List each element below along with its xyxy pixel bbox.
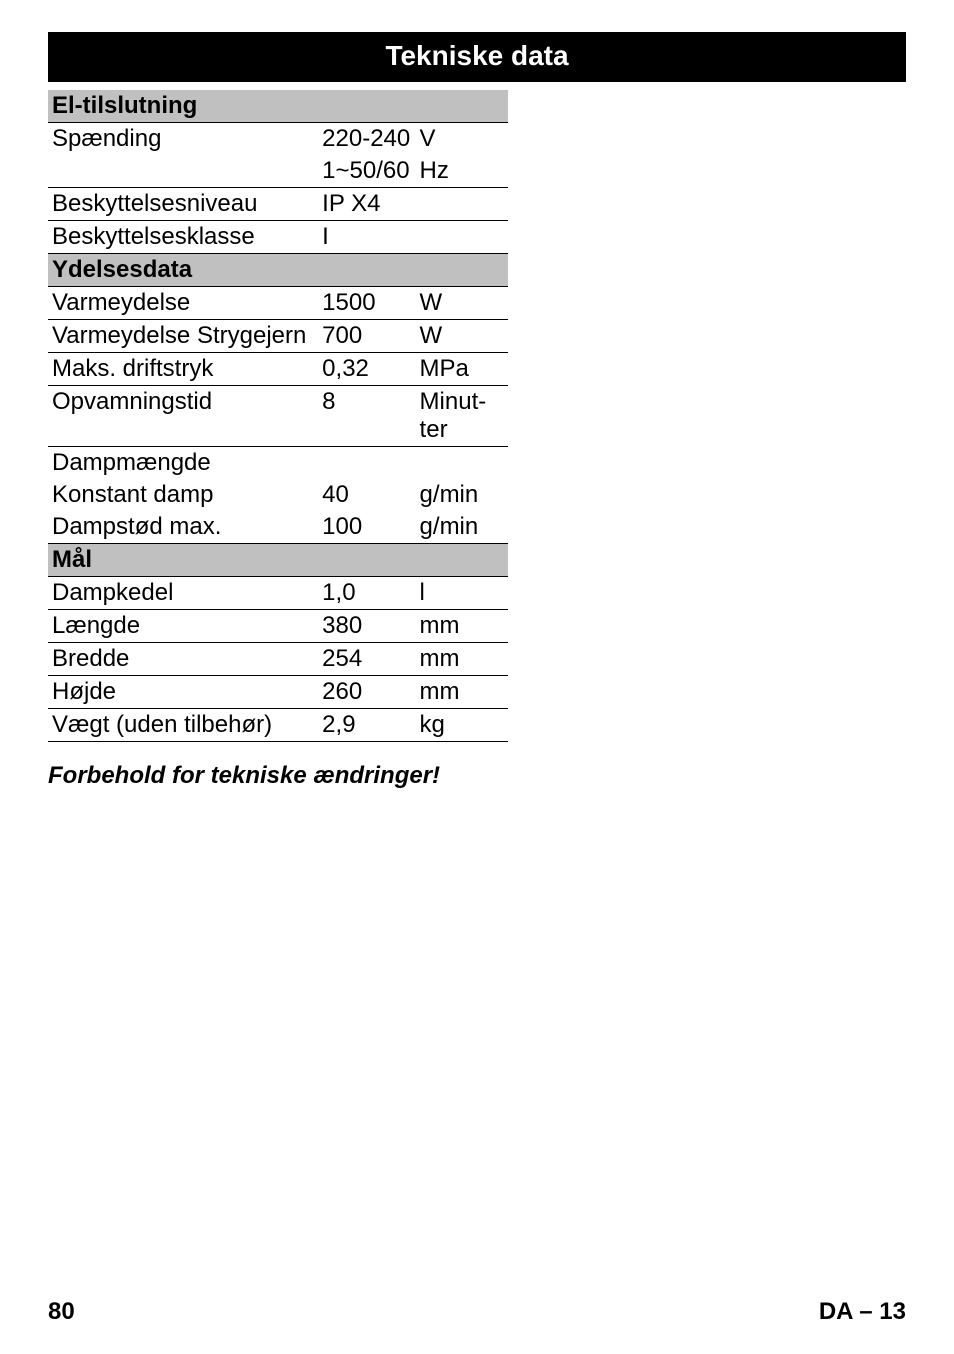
spec-value	[318, 447, 415, 480]
spec-label: Varmeydelse	[48, 287, 318, 320]
spec-value: 0,32	[318, 353, 415, 386]
spec-row: BeskyttelsesniveauIP X4	[48, 188, 508, 221]
spec-row: Længde380mm	[48, 610, 508, 643]
spec-label: Dampmængde	[48, 447, 318, 480]
spec-label	[48, 155, 318, 188]
spec-value: 220-240	[318, 123, 415, 156]
spec-label: Spænding	[48, 123, 318, 156]
spec-unit: Hz	[416, 155, 508, 188]
spec-row: Dampstød max.100g/min	[48, 511, 508, 544]
spec-value: 1,0	[318, 577, 415, 610]
spec-unit: mm	[416, 676, 508, 709]
spec-value: I	[318, 221, 415, 254]
spec-label: Vægt (uden tilbehør)	[48, 709, 318, 742]
spec-label: Bredde	[48, 643, 318, 676]
spec-unit: g/min	[416, 511, 508, 544]
spec-row: 1~50/60Hz	[48, 155, 508, 188]
spec-value: 1~50/60	[318, 155, 415, 188]
spec-value: IP X4	[318, 188, 415, 221]
spec-table: El-tilslutningSpænding220-240V1~50/60HzB…	[48, 90, 508, 742]
page-number: 80	[48, 1298, 75, 1326]
spec-row: Dampkedel1,0l	[48, 577, 508, 610]
spec-label: Maks. driftstryk	[48, 353, 318, 386]
spec-row: Maks. driftstryk0,32MPa	[48, 353, 508, 386]
spec-label: Dampstød max.	[48, 511, 318, 544]
spec-label: Dampkedel	[48, 577, 318, 610]
spec-unit	[416, 447, 508, 480]
spec-value: 260	[318, 676, 415, 709]
spec-unit	[416, 188, 508, 221]
page: Tekniske data El-tilslutningSpænding220-…	[0, 0, 954, 1354]
spec-row: Opvamningstid8Minut-ter	[48, 386, 508, 447]
spec-unit	[416, 221, 508, 254]
spec-unit: mm	[416, 643, 508, 676]
spec-unit: mm	[416, 610, 508, 643]
footnote: Forbehold for tekniske ændringer!	[48, 762, 906, 790]
spec-value: 40	[318, 479, 415, 511]
page-footer: 80 DA – 13	[48, 1298, 906, 1326]
spec-value: 8	[318, 386, 415, 447]
spec-value: 254	[318, 643, 415, 676]
spec-row: Dampmængde	[48, 447, 508, 480]
spec-value: 380	[318, 610, 415, 643]
spec-label: Varmeydelse Strygejern	[48, 320, 318, 353]
spec-row: Konstant damp40g/min	[48, 479, 508, 511]
section-header-elTilslutning: El-tilslutning	[48, 90, 508, 123]
page-title: Tekniske data	[385, 40, 568, 71]
spec-label: Opvamningstid	[48, 386, 318, 447]
spec-row: Højde260mm	[48, 676, 508, 709]
spec-value: 1500	[318, 287, 415, 320]
spec-unit: MPa	[416, 353, 508, 386]
lang-page: DA – 13	[819, 1298, 906, 1326]
spec-row: Varmeydelse1500W	[48, 287, 508, 320]
spec-row: BeskyttelsesklasseI	[48, 221, 508, 254]
spec-value: 2,9	[318, 709, 415, 742]
spec-unit: l	[416, 577, 508, 610]
spec-label: Længde	[48, 610, 318, 643]
section-header-maal: Mål	[48, 544, 508, 577]
spec-row: Varmeydelse Strygejern700W	[48, 320, 508, 353]
spec-label: Beskyttelsesniveau	[48, 188, 318, 221]
section-header-ydelsesdata: Ydelsesdata	[48, 254, 508, 287]
spec-value: 700	[318, 320, 415, 353]
spec-label: Konstant damp	[48, 479, 318, 511]
spec-unit: g/min	[416, 479, 508, 511]
spec-row: Vægt (uden tilbehør)2,9kg	[48, 709, 508, 742]
spec-row: Spænding220-240V	[48, 123, 508, 156]
spec-unit: V	[416, 123, 508, 156]
spec-label: Beskyttelsesklasse	[48, 221, 318, 254]
page-title-bar: Tekniske data	[48, 32, 906, 82]
spec-unit: W	[416, 287, 508, 320]
spec-label: Højde	[48, 676, 318, 709]
spec-value: 100	[318, 511, 415, 544]
spec-unit: kg	[416, 709, 508, 742]
spec-row: Bredde254mm	[48, 643, 508, 676]
spec-unit: Minut-ter	[416, 386, 508, 447]
spec-unit: W	[416, 320, 508, 353]
